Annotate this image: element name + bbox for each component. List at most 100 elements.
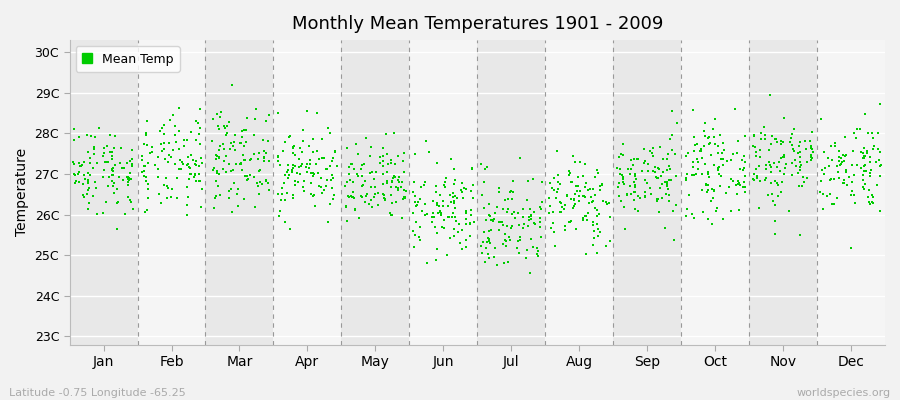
Point <box>669 151 683 157</box>
Point <box>458 237 473 243</box>
Point <box>319 166 333 172</box>
Point <box>193 106 207 112</box>
Point <box>219 169 233 175</box>
Point <box>342 164 356 171</box>
Point <box>151 166 166 172</box>
Point <box>303 180 318 186</box>
Point <box>793 232 807 239</box>
Point <box>796 179 811 185</box>
Point <box>374 153 388 160</box>
Point <box>193 125 207 132</box>
Point <box>384 212 399 218</box>
Point <box>828 140 842 147</box>
Point <box>873 163 887 169</box>
Point <box>847 171 861 178</box>
Point <box>785 172 799 178</box>
Point <box>323 163 338 169</box>
Point <box>656 156 670 162</box>
Point <box>814 116 828 122</box>
Point <box>297 188 311 194</box>
Point <box>306 173 320 179</box>
Point <box>748 144 762 151</box>
Point <box>440 202 454 209</box>
Point <box>546 220 561 226</box>
Point <box>180 184 194 190</box>
Point <box>732 180 746 186</box>
Point <box>192 178 206 184</box>
Point <box>746 133 760 139</box>
Point <box>752 205 767 211</box>
Point <box>626 196 641 203</box>
Point <box>211 170 225 176</box>
Point <box>706 188 721 194</box>
Point <box>567 196 581 202</box>
Point <box>455 227 470 234</box>
Point <box>871 157 886 164</box>
Point <box>777 154 791 160</box>
Point <box>670 120 685 127</box>
Point <box>428 257 443 263</box>
Point <box>383 192 398 198</box>
Point <box>443 235 457 241</box>
Point <box>655 181 670 187</box>
Point <box>650 174 664 181</box>
Point <box>68 180 83 187</box>
Point <box>746 143 760 150</box>
Point <box>664 131 679 138</box>
Title: Monthly Mean Temperatures 1901 - 2009: Monthly Mean Temperatures 1901 - 2009 <box>292 15 663 33</box>
Point <box>339 218 354 224</box>
Point <box>480 239 494 245</box>
Point <box>459 210 473 216</box>
Point <box>706 194 720 201</box>
Point <box>300 108 314 114</box>
Point <box>262 158 276 164</box>
Point <box>277 180 292 186</box>
Point <box>68 172 83 178</box>
Point <box>497 260 511 266</box>
Point <box>719 157 733 164</box>
Point <box>562 172 576 178</box>
Point <box>184 152 198 158</box>
Point <box>629 176 643 182</box>
Point <box>864 130 878 136</box>
Point <box>79 132 94 138</box>
Point <box>157 122 171 129</box>
Point <box>374 160 388 166</box>
Point <box>482 255 496 261</box>
Point <box>636 146 651 152</box>
Point <box>512 250 526 256</box>
Point <box>580 217 594 224</box>
Point <box>778 165 792 172</box>
Point <box>522 214 536 220</box>
Point <box>872 207 886 214</box>
Point <box>440 251 454 258</box>
Point <box>113 145 128 152</box>
Point <box>126 205 140 212</box>
Point <box>660 167 674 174</box>
Point <box>695 171 709 177</box>
Point <box>736 179 751 185</box>
Point <box>349 141 364 147</box>
Point <box>551 172 565 178</box>
Point <box>728 181 742 188</box>
Point <box>283 172 297 178</box>
Point <box>164 194 178 200</box>
Point <box>661 186 675 192</box>
Point <box>120 160 134 166</box>
Point <box>524 212 538 218</box>
Point <box>724 208 738 214</box>
Point <box>408 232 422 238</box>
Point <box>614 150 628 157</box>
Point <box>726 150 741 157</box>
Point <box>563 219 578 225</box>
Point <box>716 162 731 168</box>
Point <box>866 200 880 206</box>
Point <box>647 164 662 170</box>
Point <box>418 212 433 218</box>
Point <box>341 170 356 177</box>
Point <box>662 192 677 198</box>
Bar <box>341 40 410 344</box>
Point <box>585 198 599 205</box>
Point <box>463 221 477 227</box>
Point <box>764 190 778 197</box>
